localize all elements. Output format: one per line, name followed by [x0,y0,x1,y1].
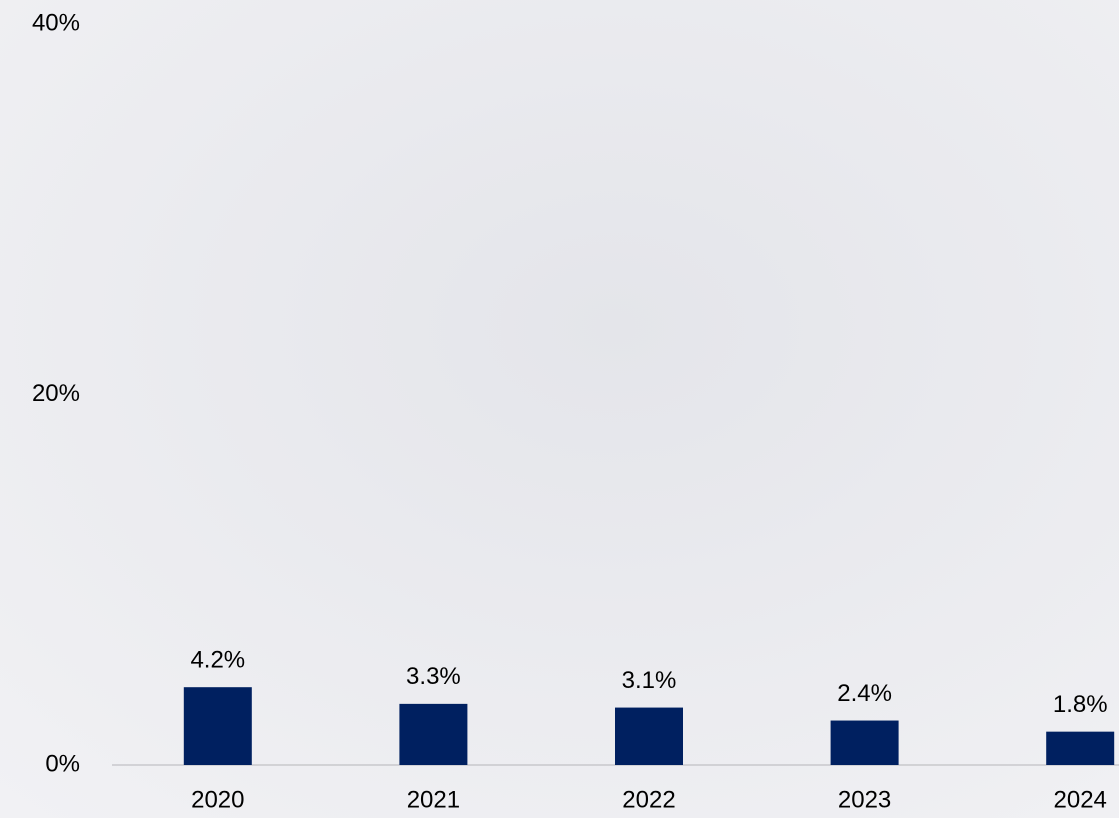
value-label: 3.1% [622,667,677,694]
bar [399,703,468,765]
y-tick-label: 20% [32,380,80,407]
bar [1046,731,1115,765]
x-tick-label: 2022 [622,786,675,813]
value-label: 1.8% [1053,691,1108,718]
bar [830,720,899,765]
x-tick-label: 2023 [838,786,891,813]
x-tick-label: 2021 [407,786,460,813]
x-tick-label: 2024 [1054,786,1107,813]
x-tick-label: 2020 [191,786,244,813]
bar [183,687,252,765]
bar [615,707,683,765]
value-label: 2.4% [837,680,892,707]
value-label: 3.3% [406,663,461,690]
y-tick-label: 0% [45,750,80,777]
value-label: 4.2% [190,647,245,674]
y-tick-label: 40% [32,9,80,36]
